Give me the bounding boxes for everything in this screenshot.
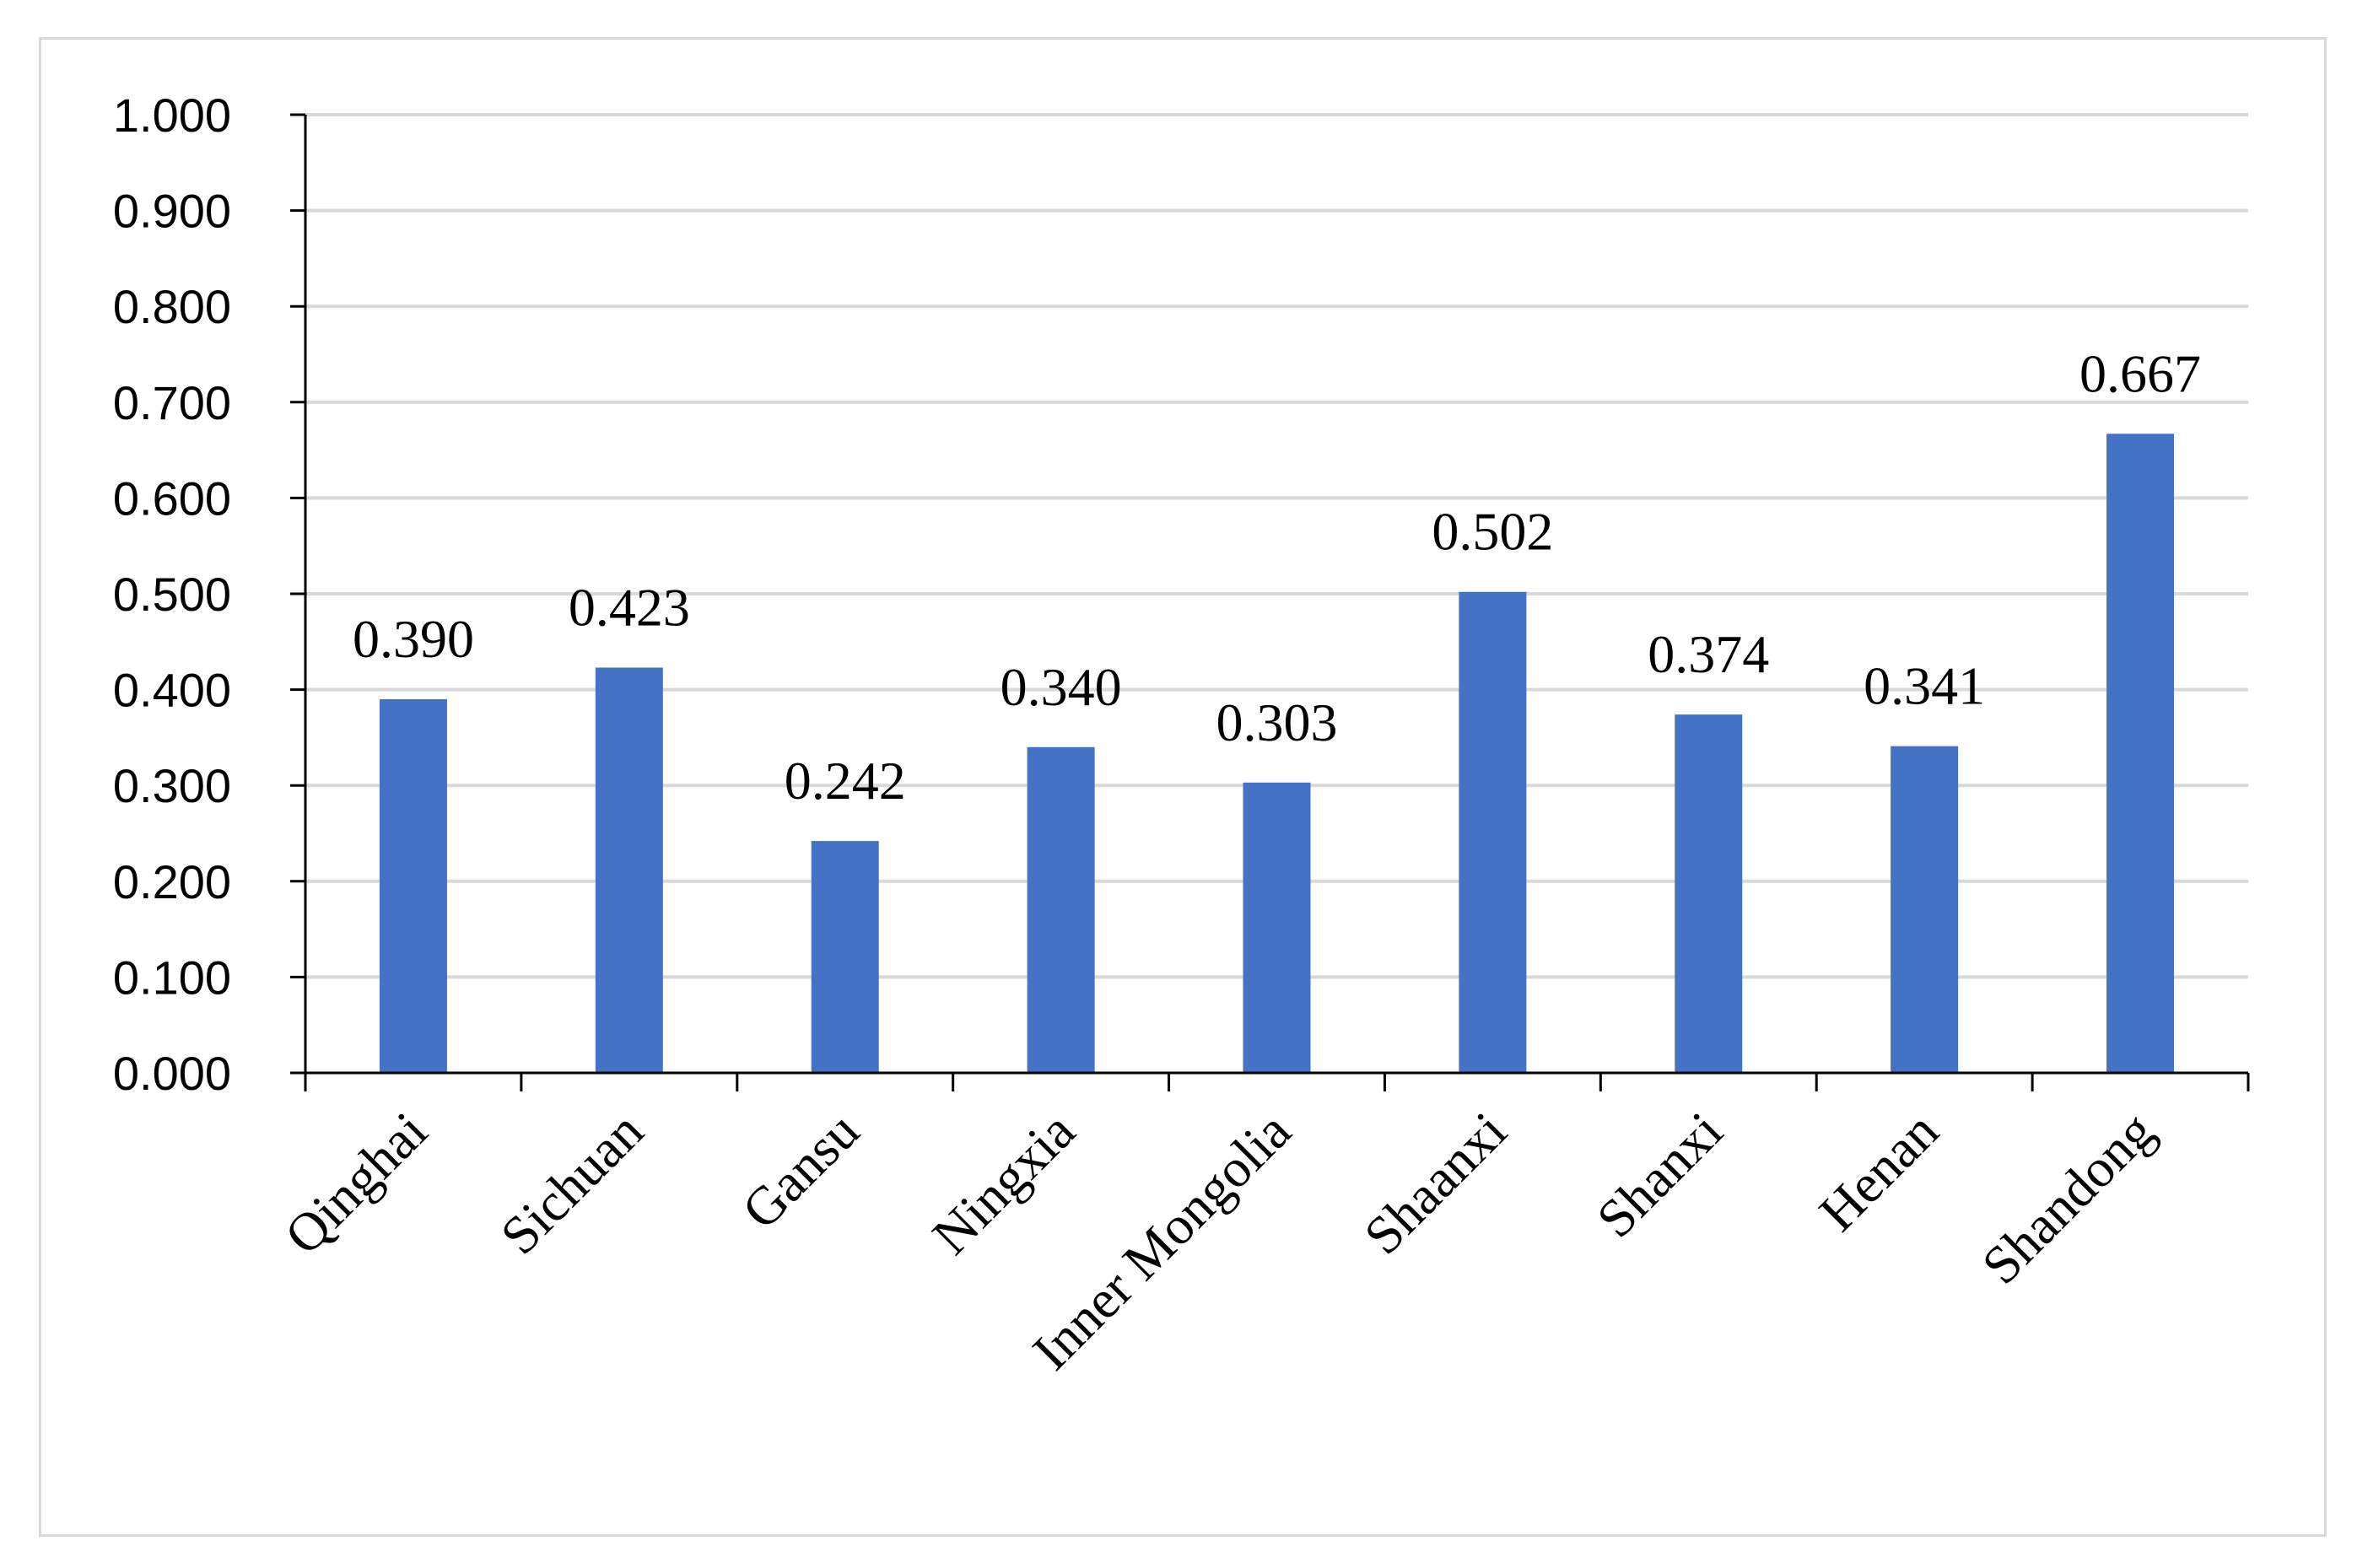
y-tick-labels: 0.000 0.100 0.200 0.300 0.400 0.500 0.600 0.700…	[113, 89, 231, 1100]
y-tick-label: 0.400	[113, 664, 231, 717]
y-tick-label: 0.800	[113, 280, 231, 333]
bar-qinghai	[379, 698, 447, 1073]
x-tick-label: Ningxia	[921, 1101, 1087, 1266]
x-tick-label: Shanxi	[1585, 1101, 1734, 1249]
x-tick-label: Qinghai	[273, 1101, 439, 1266]
data-label: 0.390	[353, 609, 474, 669]
y-tick-label: 0.300	[113, 759, 231, 812]
y-tick-label: 0.900	[113, 185, 231, 238]
bar-ningxia	[1027, 746, 1095, 1073]
bar-sichuan	[595, 667, 663, 1073]
bar-gansu	[811, 841, 879, 1073]
bar-henan	[1891, 746, 1959, 1073]
data-label: 0.423	[569, 577, 690, 637]
y-tick-label: 1.000	[113, 89, 231, 142]
x-tick-label: Sichuan	[489, 1101, 655, 1266]
data-label: 0.502	[1432, 502, 1553, 562]
y-tick-label: 0.000	[113, 1047, 231, 1100]
bar-shandong	[2106, 434, 2175, 1073]
x-tick-label: Henan	[1808, 1101, 1950, 1242]
x-tick-label: Shandong	[1971, 1101, 2166, 1296]
data-label: 0.340	[1001, 657, 1122, 717]
data-label: 0.303	[1216, 692, 1338, 752]
x-tick-label: Gansu	[731, 1101, 871, 1241]
y-tick-label: 0.700	[113, 376, 231, 429]
data-label: 0.667	[2079, 343, 2201, 403]
y-tick-label: 0.200	[113, 855, 231, 908]
y-tick-label: 0.600	[113, 471, 231, 525]
data-label: 0.374	[1648, 624, 1769, 684]
x-tick-label: Shaanxi	[1352, 1101, 1518, 1266]
axes	[290, 113, 2250, 1091]
bars	[379, 434, 2175, 1073]
bar-inner-mongolia	[1243, 782, 1311, 1073]
data-label: 0.341	[1864, 656, 1985, 716]
y-tick-label: 0.100	[113, 951, 231, 1004]
y-tick-label: 0.500	[113, 568, 231, 621]
bar-shaanxi	[1459, 591, 1527, 1073]
data-label: 0.242	[785, 751, 906, 811]
bar-shanxi	[1675, 714, 1743, 1073]
data-labels: 0.390 0.423 0.242 0.340 0.303 0.502 0.374 0.341…	[353, 343, 2201, 811]
